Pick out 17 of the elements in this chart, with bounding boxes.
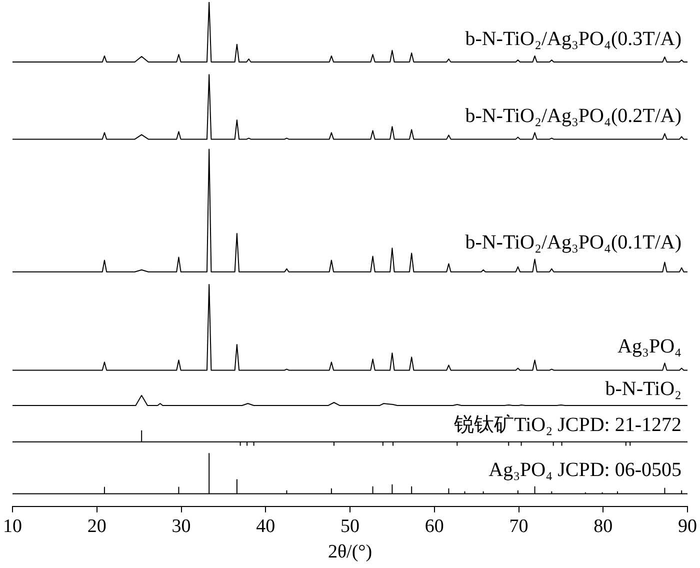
x-tick-label: 50 (340, 516, 360, 537)
series-label: Ag₃PO₄ (618, 335, 682, 358)
x-axis-title: 2θ/(°) (328, 542, 372, 563)
x-tick-label: 90 (678, 516, 697, 537)
series-label: 锐钛矿TiO₂ JCPD: 21-1272 (453, 414, 682, 436)
x-tick-label: 80 (594, 516, 613, 537)
series-label: Ag₃PO₄ JCPD: 06-0505 (488, 458, 682, 481)
x-tick-label: 20 (87, 516, 106, 537)
x-tick-label: 10 (3, 516, 22, 537)
series-label: b-N-TiO₂/Ag₃PO₄(0.1T/A) (465, 231, 682, 254)
x-tick-label: 40 (256, 516, 276, 537)
series-label: b-N-TiO₂/Ag₃PO₄(0.2T/A) (465, 104, 682, 127)
series-label: b-N-TiO₂ (605, 378, 682, 400)
series-label: b-N-TiO₂/Ag₃PO₄(0.3T/A) (465, 28, 682, 50)
x-tick-label: 60 (424, 516, 444, 537)
x-tick-label: 70 (509, 516, 528, 537)
x-tick-label: 30 (172, 516, 191, 537)
